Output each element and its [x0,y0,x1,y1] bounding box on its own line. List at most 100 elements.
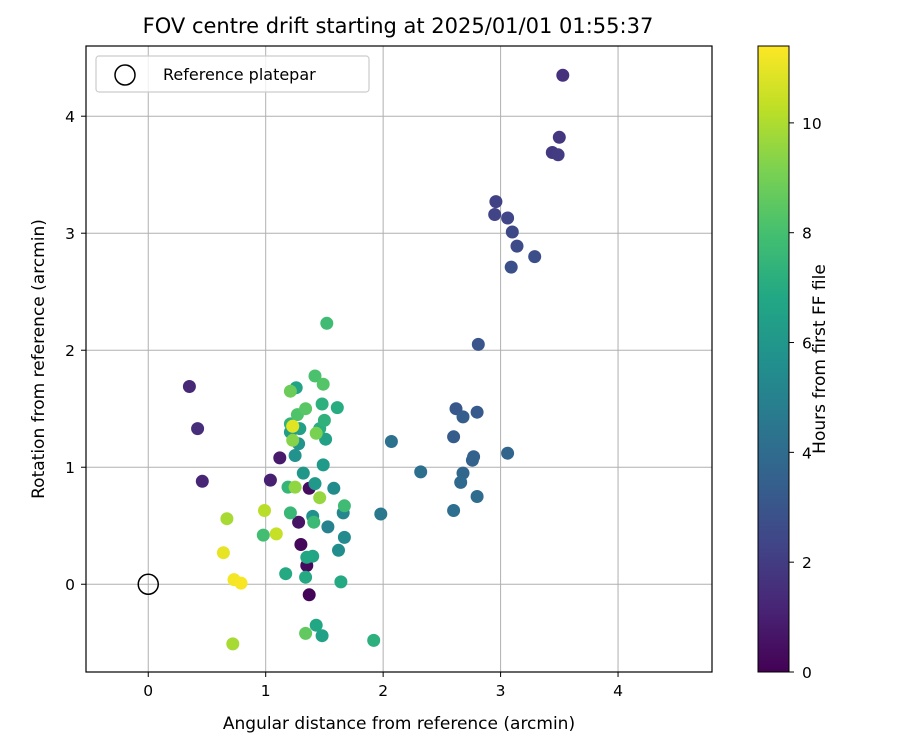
colorbar-tick-label: 0 [802,664,812,682]
data-point [316,458,330,472]
data-point [288,449,302,462]
data-point [334,575,348,589]
x-axis-label: Angular distance from reference (arcmin) [223,714,575,734]
colorbar-ticks: 0 2 4 6 8 10 [789,115,822,682]
data-point [299,626,313,640]
data-point [551,148,565,162]
x-tick-label: 1 [261,682,271,700]
y-tick-label: 1 [65,459,75,477]
data-point [258,504,271,517]
data-point [299,402,313,416]
data-point [263,473,277,487]
data-point [302,588,316,602]
y-tick-label: 2 [65,342,75,360]
data-point [414,465,428,479]
colorbar-tick-label: 10 [802,115,822,133]
colorbar [757,45,790,673]
data-point [315,397,329,411]
data-point [300,550,314,564]
data-point [286,433,300,447]
chart-title: FOV centre drift starting at 2025/01/01 … [143,14,654,38]
colorbar-tick-label: 2 [802,554,812,572]
data-point [182,380,196,393]
legend-box [95,55,370,93]
data-point [465,453,479,467]
data-point [195,474,209,488]
x-tick-label: 3 [496,682,506,700]
data-point [327,481,341,495]
data-point [256,528,270,542]
data-point [316,377,330,391]
data-point [317,413,331,427]
data-point [296,466,310,480]
data-point [488,208,502,221]
data-point [321,520,335,534]
data-point [374,507,388,521]
data-point [454,475,468,489]
data-point [313,491,327,505]
data-point [307,515,321,529]
scatter-points [182,68,570,651]
data-point [315,629,329,643]
y-tick-label: 4 [65,108,75,126]
data-point [308,369,322,383]
data-point [288,480,302,494]
data-point [308,477,322,491]
data-point [501,446,515,460]
data-point [552,130,566,144]
data-point [191,422,205,436]
data-point [309,426,323,440]
data-point [320,316,334,330]
x-tick-label: 0 [143,682,153,700]
data-point [505,225,519,239]
data-point [283,384,297,398]
data-point [294,538,308,551]
data-point [489,195,503,209]
colorbar-label: Hours from first FF file [810,264,830,454]
data-point [337,530,351,544]
data-point [470,405,484,419]
data-point [234,576,248,590]
data-point [286,419,300,433]
y-tick-label: 0 [65,576,75,594]
grid [86,46,712,672]
data-point [510,239,524,253]
y-axis-label: Rotation from reference (arcmin) [29,219,49,499]
data-point [447,504,461,517]
legend-entry-label: Reference platepar [163,65,316,84]
data-point [309,618,323,632]
data-point [528,250,542,264]
colorbar-tick-label: 4 [802,444,812,462]
y-tick-label: 3 [65,225,75,243]
colorbar-tick-label: 6 [802,335,812,353]
data-point [292,515,306,529]
data-point [447,430,461,444]
data-point [471,337,485,351]
data-point [330,401,344,415]
plot-frame [85,45,713,673]
reference-point-marker [137,573,159,595]
data-point [504,260,518,274]
data-point [556,68,570,82]
data-point [501,211,515,225]
colorbar-tick-label: 8 [802,225,812,243]
legend-marker [114,64,136,86]
data-point [216,546,230,560]
data-point [226,637,240,651]
x-axis-ticks: 0 1 2 3 4 [143,672,623,700]
data-point [269,527,283,541]
data-point [299,570,313,584]
data-point [332,543,345,557]
data-point [319,432,333,446]
data-point [470,490,484,503]
data-point [273,451,287,465]
x-tick-label: 2 [378,682,388,700]
data-point [279,567,293,581]
data-point [384,435,398,448]
legend: Reference platepar [95,55,370,93]
data-point [220,512,234,526]
x-tick-label: 4 [613,682,623,700]
data-point [367,633,381,647]
data-point [283,506,297,520]
